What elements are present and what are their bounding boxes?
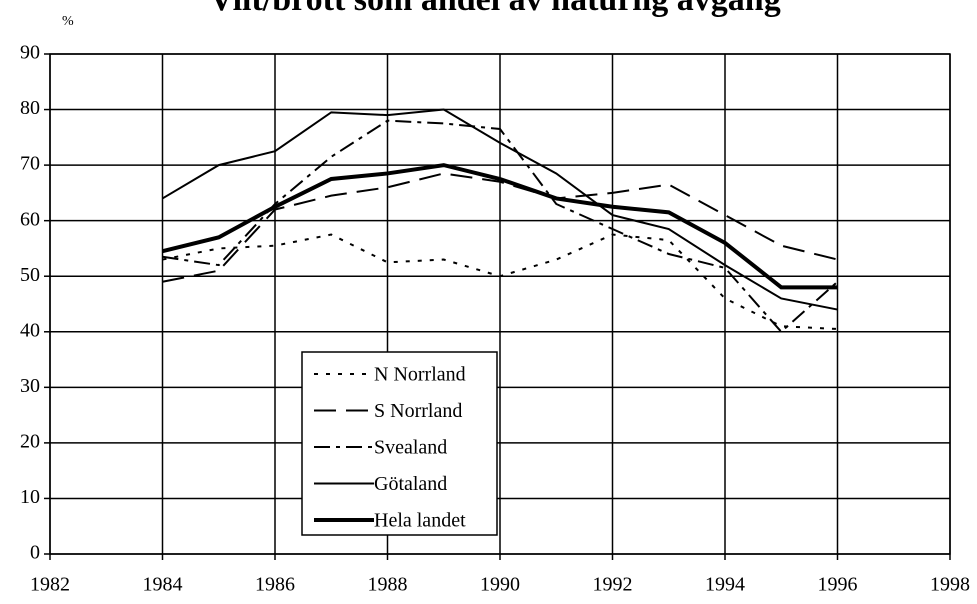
- series-line: [161, 108, 838, 311]
- series-line: [162, 172, 838, 283]
- x-tick-label: 1984: [143, 574, 183, 596]
- x-tick-label: 1998: [930, 574, 970, 596]
- x-tick-label: 1988: [368, 574, 408, 596]
- y-tick-label: 20: [20, 430, 40, 452]
- series-line: [162, 233, 838, 330]
- y-tick-label: 70: [20, 153, 40, 175]
- x-tick-label: 1994: [705, 574, 745, 596]
- y-tick-label: 0: [30, 542, 40, 564]
- legend-label: Svealand: [374, 437, 447, 459]
- legend-label: S Norrland: [374, 400, 462, 422]
- legend-label: Hela landet: [374, 510, 466, 532]
- y-tick-label: 60: [20, 208, 40, 230]
- legend-box: [301, 351, 498, 536]
- y-tick-label: 50: [20, 264, 40, 286]
- x-tick-label: 1982: [30, 574, 70, 596]
- legend-label: N Norrland: [374, 364, 466, 386]
- series-line: [162, 163, 838, 290]
- y-tick-label: 30: [20, 375, 40, 397]
- x-tick-label: 1990: [480, 574, 520, 596]
- y-tick-label: 40: [20, 319, 40, 341]
- y-tick-label: 10: [20, 486, 40, 508]
- chart-title: Vilt/brott som andel av naturlig avgång: [209, 0, 780, 18]
- y-tick-label: 80: [20, 97, 40, 119]
- y-axis-label: %: [62, 14, 74, 29]
- x-tick-label: 1992: [593, 574, 633, 596]
- x-tick-label: 1996: [818, 574, 858, 596]
- x-tick-label: 1986: [255, 574, 295, 596]
- y-tick-label: 90: [20, 42, 40, 64]
- legend-label: Götaland: [374, 473, 447, 495]
- plot-frame: [49, 53, 951, 555]
- series-line: [162, 119, 839, 334]
